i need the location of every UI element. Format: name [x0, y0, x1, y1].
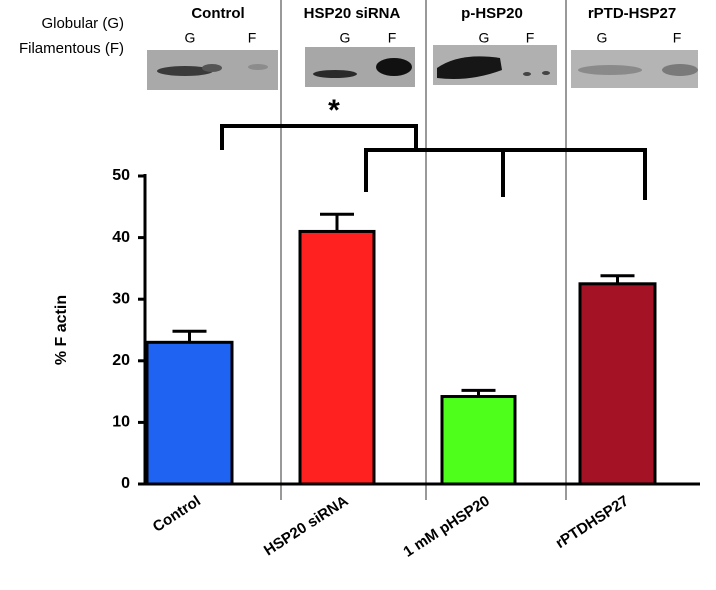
x-tick-label: rPTDHSP27 [553, 492, 632, 552]
y-tick-label: 50 [112, 167, 130, 184]
lane-label: G [597, 30, 608, 46]
y-tick-label: 10 [112, 414, 130, 431]
bar [298, 229, 376, 486]
y-tick-label: 40 [112, 229, 130, 246]
x-tick-label: HSP20 siRNA [261, 492, 352, 559]
panel-title: p-HSP20 [461, 5, 523, 22]
bar [578, 282, 657, 486]
lane-label: F [526, 30, 535, 46]
lane-label: G [479, 30, 490, 46]
dividers [280, 0, 567, 500]
y-tick-label: 0 [121, 475, 130, 492]
row-label: Globular (G) [41, 15, 124, 32]
blots [147, 45, 698, 90]
lane-label: F [673, 30, 682, 46]
lane-label: F [388, 30, 397, 46]
bar [145, 340, 234, 486]
x-tick-label: Control [150, 492, 204, 535]
significance-star: * [328, 94, 340, 127]
lane-label: G [340, 30, 351, 46]
panel-title: HSP20 siRNA [304, 5, 401, 22]
lane-label: G [185, 30, 196, 46]
y-axis-label: % F actin [53, 295, 70, 365]
y-tick-label: 30 [112, 290, 130, 307]
y-tick-label: 20 [112, 352, 130, 369]
significance-bracket [220, 124, 647, 200]
lane-label: F [248, 30, 257, 46]
row-label: Filamentous (F) [19, 40, 124, 57]
x-tick-label: 1 mM pHSP20 [400, 492, 492, 560]
panel-title: rPTD-HSP27 [588, 5, 676, 22]
panel-title: Control [191, 5, 244, 22]
bar [440, 395, 517, 486]
